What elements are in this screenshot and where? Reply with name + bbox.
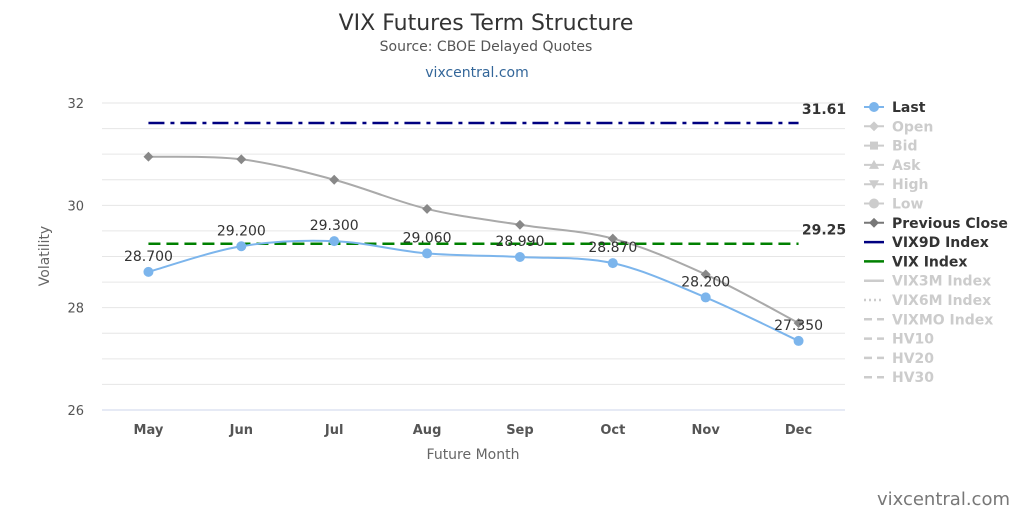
previous-close-point[interactable]: [329, 174, 340, 185]
last-data-label: 28.200: [681, 274, 730, 290]
last-point[interactable]: [607, 258, 618, 269]
legend-circle-icon: [869, 102, 879, 112]
legend-item[interactable]: VIX9D Index: [864, 235, 989, 251]
legend-item[interactable]: Bid: [864, 139, 918, 155]
legend-item[interactable]: High: [864, 177, 929, 193]
last-point[interactable]: [700, 292, 711, 303]
last-data-label: 28.870: [588, 240, 637, 256]
last-line: [148, 239, 799, 342]
previous-close-point[interactable]: [700, 269, 711, 280]
x-tick-label: Aug: [413, 423, 442, 438]
legend-item[interactable]: HV30: [864, 370, 934, 386]
x-tick-label: Sep: [506, 423, 534, 438]
previous-close-point[interactable]: [514, 219, 525, 230]
legend-item[interactable]: HV20: [864, 351, 934, 367]
y-tick-label: 32: [67, 97, 84, 112]
legend-item[interactable]: Last: [864, 100, 926, 116]
chart-subtitle: Source: CBOE Delayed Quotes: [380, 39, 593, 55]
legend-label: VIX Index: [892, 254, 967, 270]
chart-title: VIX Futures Term Structure: [339, 11, 634, 36]
legend-label: High: [892, 177, 929, 193]
legend-label: VIXMO Index: [892, 312, 993, 328]
legend-item[interactable]: Open: [864, 119, 933, 135]
last-data-label: 29.200: [217, 223, 266, 239]
legend-label: Ask: [892, 158, 921, 174]
legend-circle-icon: [869, 198, 879, 209]
legend-square-icon: [870, 141, 878, 150]
last-point[interactable]: [793, 335, 804, 346]
credit-text[interactable]: vixcentral.com: [877, 489, 1010, 510]
previous-close-point[interactable]: [143, 151, 154, 162]
x-tick-label: May: [134, 423, 164, 438]
legend-triangle-down-icon: [869, 180, 879, 190]
x-tick-label: Jun: [229, 423, 253, 438]
y-tick-label: 30: [67, 199, 84, 214]
legend-label: HV20: [892, 351, 934, 367]
last-data-label: 28.700: [124, 249, 173, 265]
last-data-label: 29.060: [403, 230, 452, 246]
y-tick-label: 28: [67, 302, 84, 317]
legend-label: Bid: [892, 139, 918, 155]
last-data-label: 29.300: [310, 218, 359, 234]
legend-item[interactable]: VIX6M Index: [864, 293, 991, 309]
previous-close-point[interactable]: [793, 318, 804, 328]
y-axis-label: Volatility: [37, 226, 53, 286]
last-point[interactable]: [422, 248, 433, 259]
source-link[interactable]: vixcentral.com: [425, 65, 528, 81]
legend-label: VIX9D Index: [892, 235, 989, 251]
last-data-label: 27.350: [774, 318, 823, 334]
reference-line-label: 29.25: [802, 223, 846, 239]
x-tick-label: Oct: [600, 423, 625, 438]
last-point[interactable]: [514, 252, 525, 263]
legend-item[interactable]: VIX Index: [864, 254, 967, 270]
legend-item[interactable]: VIX3M Index: [864, 274, 991, 290]
legend-label: Open: [892, 119, 933, 135]
legend-item[interactable]: Ask: [864, 158, 921, 174]
legend-triangle-icon: [869, 159, 879, 169]
x-tick-label: Nov: [692, 423, 721, 438]
previous-close-point[interactable]: [422, 203, 433, 214]
legend-label: Last: [892, 100, 926, 116]
x-tick-label: Jul: [324, 423, 344, 438]
legend-label: Low: [892, 197, 924, 213]
legend-label: Previous Close: [892, 216, 1008, 232]
legend-item[interactable]: Previous Close: [864, 216, 1008, 232]
previous-close-point[interactable]: [607, 233, 618, 244]
legend-item[interactable]: HV10: [864, 332, 934, 348]
reference-line-label: 31.61: [802, 102, 846, 118]
x-tick-label: Dec: [785, 423, 812, 438]
legend-item[interactable]: VIXMO Index: [864, 312, 993, 328]
legend-label: HV10: [892, 332, 934, 348]
legend-diamond-icon: [869, 121, 879, 132]
last-point[interactable]: [236, 241, 247, 252]
last-data-label: 28.990: [495, 234, 544, 250]
legend-item[interactable]: Low: [864, 197, 924, 213]
last-point[interactable]: [329, 236, 340, 247]
legend-label: VIX6M Index: [892, 293, 991, 309]
y-tick-label: 26: [67, 404, 84, 419]
legend-diamond-icon: [869, 217, 879, 228]
previous-close-point[interactable]: [236, 154, 247, 165]
last-point[interactable]: [143, 266, 154, 277]
legend-label: HV30: [892, 370, 934, 386]
x-axis-label: Future Month: [427, 447, 520, 463]
legend-label: VIX3M Index: [892, 274, 991, 290]
